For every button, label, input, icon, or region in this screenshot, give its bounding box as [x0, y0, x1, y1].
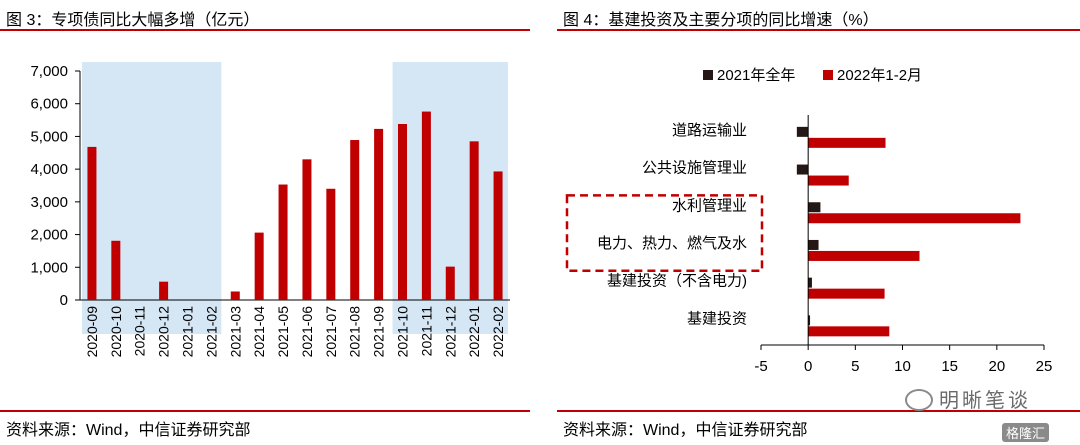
y-tick-label: 2,000 [30, 227, 68, 244]
x-tick-label: 2020-12 [156, 306, 172, 358]
x-tick-label: 2020-10 [108, 306, 124, 358]
category-label: 电力、热力、燃气及水 [597, 234, 747, 252]
x-tick-label: 2021-08 [347, 306, 363, 358]
x-tick-label: 0 [804, 358, 812, 375]
x-tick-label: 2021-11 [418, 306, 434, 357]
bar-2021-公共设施管理业 [796, 164, 809, 175]
x-tick-label: 15 [941, 358, 958, 375]
x-tick-label: 2020-11 [132, 306, 148, 357]
bar-2022-道路运输业 [808, 137, 886, 148]
category-label: 基建投资 [687, 310, 747, 327]
bar-2021-基建投资（不含电力) [808, 277, 812, 288]
bar-2020-10 [111, 240, 121, 300]
x-tick-label: -5 [754, 358, 767, 375]
legend-swatch-2022 [823, 70, 833, 80]
x-tick-label: 25 [1036, 358, 1053, 375]
y-tick-label: 6,000 [30, 96, 68, 113]
bar-2021-03 [230, 291, 240, 300]
bar-2021-09 [374, 128, 384, 300]
watermark: 明晰笔谈 [905, 384, 1031, 413]
bar-2022-01 [469, 141, 479, 300]
bar-2020-12 [159, 281, 169, 300]
x-tick-label: 2021-01 [180, 306, 196, 358]
left-source-rule [0, 410, 530, 412]
y-tick-label: 5,000 [30, 128, 68, 145]
legend-label-2021: 2021年全年 [717, 66, 795, 84]
category-label: 水利管理业 [672, 197, 747, 214]
bar-2022-公共设施管理业 [808, 175, 849, 186]
bar-2022-基建投资（不含电力) [808, 288, 885, 299]
right-chart-source: 资料来源：Wind，中信证券研究部 [563, 422, 808, 439]
x-tick-label: 2021-06 [299, 306, 315, 358]
left-chart-source: 资料来源：Wind，中信证券研究部 [6, 422, 251, 439]
category-label: 公共设施管理业 [642, 160, 747, 177]
bar-2021-基建投资 [808, 315, 811, 326]
legend-label-2022: 2022年1-2月 [837, 67, 922, 84]
bar-2021-道路运输业 [796, 126, 809, 137]
x-tick-label: 5 [851, 358, 859, 375]
x-tick-label: 2021-12 [442, 306, 458, 358]
x-tick-label: 2021-02 [203, 306, 219, 358]
bar-2022-02 [493, 171, 503, 300]
left-chart-title: 图 3：专项债同比大幅多增（亿元） [6, 12, 260, 29]
bar-2021-11 [421, 111, 431, 301]
x-tick-label: 2020-09 [84, 306, 100, 358]
bar-2021-水利管理业 [808, 202, 821, 213]
right-chart-panel: 图 4：基建投资及主要分项的同比增速（%） 2021年全年 2022年1-2月道路… [557, 0, 1080, 445]
wechat-icon [905, 388, 933, 411]
category-label: 道路运输业 [672, 122, 747, 139]
bar-2022-水利管理业 [808, 213, 1021, 224]
left-title-rule [0, 29, 530, 31]
infrastructure-growth-bar-chart: 2021年全年 2022年1-2月道路运输业公共设施管理业水利管理业电力、热力、燃… [565, 66, 1053, 375]
bar-2021-12 [445, 266, 455, 300]
category-label: 基建投资（不含电力) [607, 273, 747, 290]
special-bond-bar-chart: 0 1,000 2,000 3,000 4,000 5,000 6,000 7,000 2020… [30, 62, 510, 358]
right-chart-title: 图 4：基建投资及主要分项的同比增速（%） [563, 12, 879, 29]
x-tick-label: 2021-04 [251, 306, 267, 358]
bar-2021-电力、热力、燃气及水 [808, 239, 819, 250]
bar-2022-电力、热力、燃气及水 [808, 250, 920, 261]
watermark-text: 明晰笔谈 [939, 390, 1031, 412]
bar-2020-09 [87, 146, 97, 300]
x-tick-label: 2021-07 [323, 306, 339, 358]
bar-2022-基建投资 [808, 326, 890, 337]
x-tick-label: 10 [894, 358, 911, 375]
right-source-rule [557, 410, 1080, 412]
y-tick-label: 7,000 [30, 63, 68, 80]
x-tick-label: 2022-01 [466, 306, 482, 358]
x-tick-label: 2021-05 [275, 306, 291, 358]
bar-2021-08 [350, 140, 360, 300]
highlight-box [565, 194, 764, 273]
x-tick-label: 2021-09 [371, 306, 387, 358]
y-tick-label: 1,000 [30, 259, 68, 276]
bar-2021-05 [278, 184, 288, 300]
y-tick-label: 0 [60, 292, 68, 309]
left-chart-panel: 图 3：专项债同比大幅多增（亿元） 0 1,000 2,000 3,000 4,000 5… [0, 0, 530, 445]
bar-2021-04 [254, 232, 264, 300]
x-tick-label: 20 [988, 358, 1005, 375]
y-tick-label: 3,000 [30, 194, 68, 211]
bar-2021-07 [326, 188, 336, 300]
right-title-rule [557, 29, 1080, 31]
y-tick-label: 4,000 [30, 161, 68, 178]
x-tick-label: 2021-03 [227, 306, 243, 358]
brand-logo: 格隆汇 [1002, 423, 1050, 442]
bar-2021-06 [302, 159, 312, 300]
x-tick-label: 2022-02 [490, 306, 506, 358]
bar-2021-10 [398, 123, 407, 300]
legend-swatch-2021 [703, 70, 713, 80]
shaded-period-1 [82, 62, 222, 334]
x-tick-label: 2021-10 [395, 306, 411, 358]
